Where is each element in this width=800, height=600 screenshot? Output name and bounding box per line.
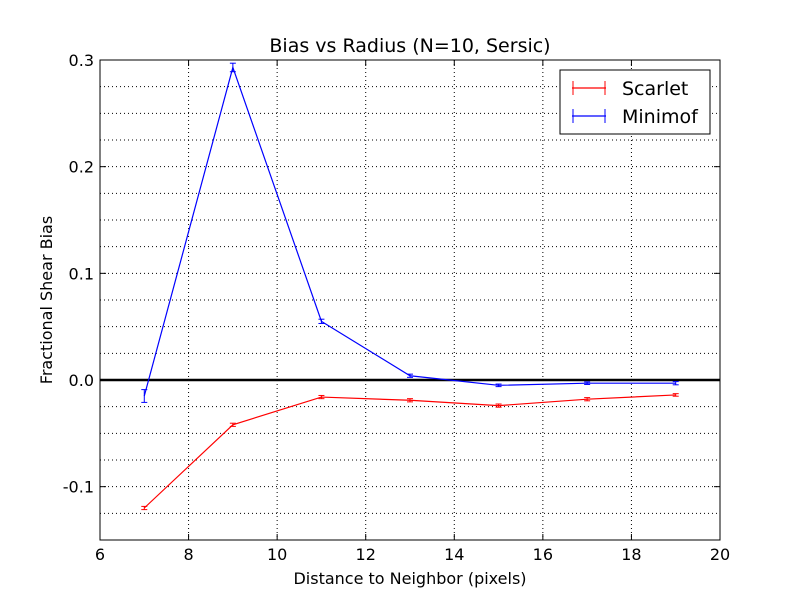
error-bar-scarlet <box>584 397 591 402</box>
error-bar-minimof <box>407 373 413 378</box>
series-scarlet <box>141 393 679 511</box>
y-tick-label: 0.1 <box>69 264 94 283</box>
x-tick-label: 10 <box>267 545 287 564</box>
y-tick-label: 0.0 <box>69 371 94 390</box>
plot-frame <box>99 59 721 541</box>
x-tick-label: 20 <box>710 545 730 564</box>
legend: Scarlet Minimof <box>559 69 711 135</box>
x-tick-label: 16 <box>533 545 553 564</box>
series-minimof <box>141 62 679 403</box>
series-layer <box>141 62 679 511</box>
y-tick-label: 0.3 <box>69 51 94 70</box>
legend-entry-minimof: Minimof <box>572 106 699 128</box>
grid <box>100 60 720 540</box>
x-tick-label: 12 <box>356 545 376 564</box>
error-bar-scarlet <box>495 403 502 408</box>
x-tick-label: 8 <box>183 545 193 564</box>
ticks: 6 8 10 12 14 16 18 20 -0.1 0.0 0.1 0.2 0.3 <box>63 51 730 564</box>
error-bar-minimof <box>318 318 325 324</box>
error-bar-scarlet <box>407 398 413 403</box>
x-tick-label: 14 <box>444 545 464 564</box>
chart-title: Bias vs Radius (N=10, Sersic) <box>269 35 550 57</box>
legend-label-scarlet: Scarlet <box>622 78 688 100</box>
y-tick-label: 0.2 <box>69 158 94 177</box>
error-bar-scarlet <box>672 393 679 397</box>
error-bar-minimof <box>584 381 591 385</box>
x-tick-label: 6 <box>95 545 105 564</box>
x-tick-label: 18 <box>621 545 641 564</box>
error-bar-minimof <box>672 381 679 386</box>
error-bar-minimof <box>495 383 502 388</box>
y-tick-label: -0.1 <box>63 478 94 497</box>
error-bar-minimof <box>141 389 148 403</box>
error-bar-minimof <box>229 62 236 73</box>
error-bar-scarlet <box>229 422 236 427</box>
x-axis-label: Distance to Neighbor (pixels) <box>293 569 526 588</box>
legend-box <box>559 69 711 135</box>
y-axis-label: Fractional Shear Bias <box>37 216 56 384</box>
legend-label-minimof: Minimof <box>622 106 699 128</box>
legend-entry-scarlet: Scarlet <box>572 78 688 100</box>
error-bar-scarlet <box>318 394 325 400</box>
error-bar-scarlet <box>141 505 148 511</box>
